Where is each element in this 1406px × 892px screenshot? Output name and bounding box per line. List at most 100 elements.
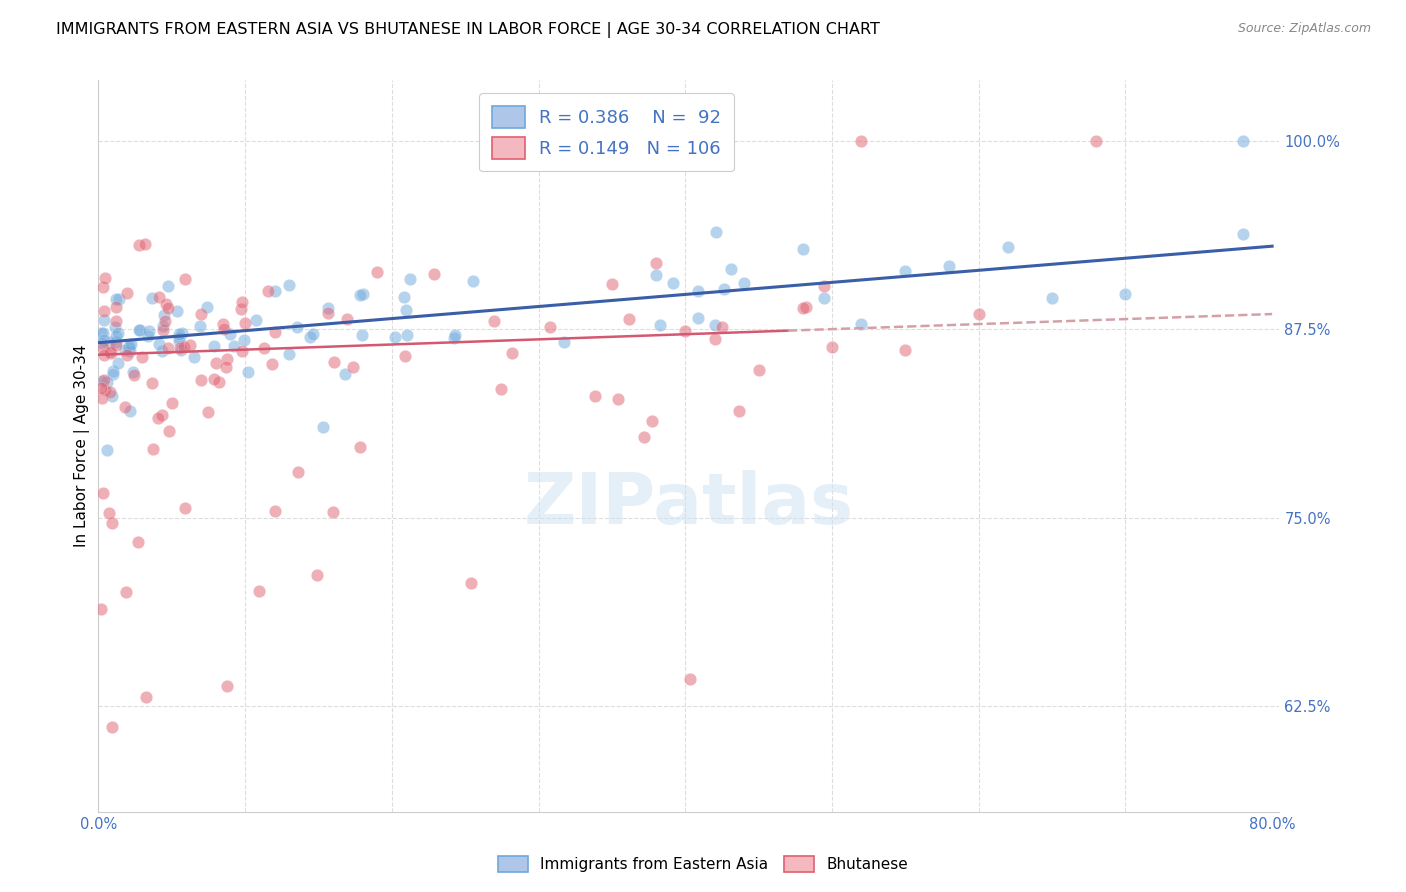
Point — [148, 290, 170, 304]
Point — [90, 602, 112, 616]
Point — [264, 285, 287, 299]
Point — [619, 312, 641, 326]
Point — [264, 325, 287, 339]
Point — [553, 335, 575, 350]
Point — [148, 337, 170, 351]
Point — [316, 301, 339, 315]
Point — [238, 366, 260, 380]
Point — [460, 575, 482, 590]
Point — [600, 277, 623, 291]
Point — [633, 430, 655, 444]
Point — [285, 320, 308, 334]
Point — [107, 326, 129, 340]
Point — [103, 367, 125, 381]
Point — [202, 372, 225, 386]
Point — [120, 343, 142, 358]
Point — [218, 326, 240, 341]
Text: IMMIGRANTS FROM EASTERN ASIA VS BHUTANESE IN LABOR FORCE | AGE 30-34 CORRELATION: IMMIGRANTS FROM EASTERN ASIA VS BHUTANES… — [56, 22, 880, 38]
Point — [851, 134, 873, 148]
Point — [98, 345, 121, 359]
Point — [122, 365, 145, 379]
Point — [195, 300, 218, 314]
Point — [231, 295, 253, 310]
Point — [1232, 227, 1254, 242]
Point — [384, 330, 406, 344]
Point — [93, 279, 115, 293]
Point — [105, 338, 128, 352]
Point — [190, 373, 212, 387]
Point — [150, 344, 173, 359]
Point — [202, 339, 225, 353]
Point — [96, 442, 118, 457]
Point — [703, 333, 725, 347]
Point — [222, 338, 245, 352]
Point — [1114, 287, 1136, 301]
Point — [245, 313, 267, 327]
Point — [277, 347, 299, 361]
Point — [98, 334, 121, 349]
Point — [98, 384, 121, 399]
Point — [662, 276, 685, 290]
Point — [138, 325, 160, 339]
Point — [394, 290, 416, 304]
Point — [153, 308, 176, 322]
Point — [794, 300, 817, 314]
Point — [93, 348, 115, 362]
Point — [136, 329, 159, 343]
Point — [1232, 134, 1254, 148]
Point — [349, 288, 371, 302]
Point — [997, 240, 1019, 254]
Point — [93, 303, 115, 318]
Point — [792, 242, 814, 256]
Point — [197, 405, 219, 419]
Point — [157, 278, 180, 293]
Point — [90, 374, 112, 388]
Point — [169, 331, 191, 345]
Point — [115, 584, 138, 599]
Point — [91, 485, 114, 500]
Point — [1040, 291, 1063, 305]
Point — [703, 318, 725, 333]
Point — [938, 259, 960, 273]
Point — [105, 292, 128, 306]
Point — [704, 226, 727, 240]
Point — [673, 324, 696, 338]
Point — [463, 274, 485, 288]
Point — [298, 330, 321, 344]
Point — [155, 297, 177, 311]
Point — [156, 342, 179, 356]
Point — [100, 346, 122, 360]
Point — [173, 501, 195, 516]
Point — [174, 272, 197, 286]
Point — [91, 336, 114, 351]
Point — [395, 303, 418, 318]
Point — [302, 326, 325, 341]
Point — [489, 382, 512, 396]
Point — [120, 404, 142, 418]
Point — [135, 690, 157, 705]
Point — [350, 327, 373, 342]
Point — [648, 318, 671, 333]
Point — [851, 317, 873, 331]
Point — [128, 323, 150, 337]
Point — [142, 442, 165, 457]
Point — [118, 341, 141, 355]
Point — [152, 319, 174, 334]
Point — [231, 344, 253, 359]
Point — [821, 340, 844, 354]
Point — [423, 267, 446, 281]
Point — [188, 319, 211, 334]
Point — [208, 375, 231, 389]
Point — [482, 314, 505, 328]
Point — [641, 414, 664, 428]
Point — [173, 340, 195, 354]
Point — [94, 383, 117, 397]
Point — [686, 311, 709, 326]
Point — [128, 323, 150, 337]
Point — [146, 411, 169, 425]
Point — [118, 339, 141, 353]
Point — [127, 535, 149, 549]
Point — [134, 237, 156, 252]
Point — [537, 141, 560, 155]
Point — [256, 284, 278, 298]
